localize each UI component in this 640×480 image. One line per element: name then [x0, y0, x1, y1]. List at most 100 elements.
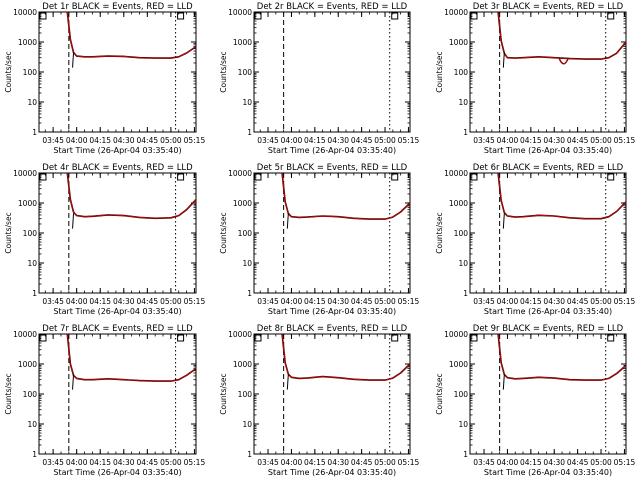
plot-frame — [38, 333, 197, 455]
y-tick-label: 1 — [247, 450, 252, 459]
x-tick-label: 04:15 — [520, 136, 542, 145]
y-tick-label: 1 — [32, 289, 37, 298]
y-tick-label: 10000 — [228, 330, 252, 339]
x-tick-label: 04:45 — [567, 297, 589, 306]
panel-title: Det 4r BLACK = Events, RED = LLD — [42, 163, 193, 173]
panel-title: Det 5r BLACK = Events, RED = LLD — [257, 163, 408, 173]
events-line — [281, 172, 411, 220]
y-tick-label: 10000 — [444, 330, 468, 339]
det-1r-panel: Det 1r BLACK = Events, RED = LLD 1 10 100 10… — [4, 2, 205, 155]
plot-frame — [253, 11, 411, 133]
plot-frame — [38, 172, 197, 294]
y-tick-label: 1 — [247, 289, 252, 298]
y-tick-label: 10000 — [444, 169, 468, 178]
events-line — [66, 333, 197, 382]
end-marker — [607, 173, 615, 181]
x-tick-label: 05:15 — [398, 136, 420, 145]
det-6r-panel: Det 6r BLACK = Events, RED = LLD 1 10 100 10… — [435, 163, 635, 316]
y-tick-label: 10 — [27, 98, 37, 107]
start-marker — [39, 334, 47, 342]
x-tick-label: 04:00 — [497, 297, 519, 306]
x-tick-label: 05:00 — [160, 136, 182, 145]
lld-line — [497, 172, 627, 220]
x-tick-label: 04:00 — [281, 458, 303, 467]
x-tick-label: 04:30 — [543, 136, 565, 145]
y-tick-label: 100 — [238, 68, 253, 77]
x-tick-label: 05:15 — [184, 297, 206, 306]
x-tick-label: 03:45 — [42, 458, 64, 467]
lld-dip — [558, 57, 569, 65]
lld-line — [281, 333, 411, 381]
x-tick-label: 04:00 — [66, 297, 88, 306]
y-tick-label: 10 — [458, 420, 468, 429]
events-dip-spike — [72, 52, 75, 68]
start-marker — [254, 173, 262, 181]
panel-title: Det 2r BLACK = Events, RED = LLD — [257, 2, 408, 12]
y-axis-label: Counts/sec — [4, 373, 13, 414]
x-tick-label: 05:15 — [184, 136, 206, 145]
events-dip-spike — [72, 374, 75, 390]
x-tick-label: 04:15 — [304, 297, 326, 306]
end-marker — [391, 12, 399, 20]
panel-title: Det 9r BLACK = Events, RED = LLD — [473, 324, 624, 334]
plot-frame — [469, 333, 627, 455]
x-tick-label: 04:30 — [327, 136, 349, 145]
y-tick-label: 1 — [463, 128, 468, 137]
x-tick-label: 05:00 — [590, 297, 612, 306]
plot-frame — [469, 11, 627, 133]
x-tick-label: 04:15 — [89, 297, 111, 306]
panel-title: Det 6r BLACK = Events, RED = LLD — [473, 163, 624, 173]
x-axis-label: Start Time (26-Apr-04 03:35:40) — [53, 307, 181, 316]
x-tick-label: 05:00 — [160, 458, 182, 467]
x-tick-label: 04:45 — [137, 297, 159, 306]
events-dip-spike — [286, 213, 289, 229]
x-tick-label: 04:30 — [543, 458, 565, 467]
plot-frame — [38, 11, 197, 133]
events-line — [281, 333, 411, 381]
x-tick-label: 05:15 — [398, 458, 420, 467]
panel-title: Det 1r BLACK = Events, RED = LLD — [42, 2, 193, 12]
det-8r-panel: Det 8r BLACK = Events, RED = LLD 1 10 100 10… — [219, 324, 419, 477]
y-tick-label: 1000 — [449, 199, 468, 208]
plot-frame — [253, 172, 411, 294]
det-3r-panel: Det 3r BLACK = Events, RED = LLD 1 10 100 10… — [435, 2, 635, 155]
events-line — [66, 11, 197, 59]
y-tick-label: 1 — [247, 128, 252, 137]
x-tick-label: 05:00 — [374, 297, 396, 306]
panel-title: Det 8r BLACK = Events, RED = LLD — [257, 324, 408, 334]
y-axis-label: Counts/sec — [435, 51, 444, 92]
x-axis-label: Start Time (26-Apr-04 03:35:40) — [268, 307, 396, 316]
y-tick-label: 100 — [23, 390, 38, 399]
x-tick-label: 03:45 — [257, 458, 279, 467]
events-line — [497, 333, 627, 381]
panel-title: Det 3r BLACK = Events, RED = LLD — [473, 2, 624, 12]
start-marker — [470, 173, 478, 181]
x-tick-label: 03:45 — [473, 136, 495, 145]
y-tick-label: 10 — [458, 98, 468, 107]
y-axis-label: Counts/sec — [219, 373, 228, 414]
end-marker — [177, 173, 185, 181]
x-tick-label: 05:15 — [184, 458, 206, 467]
lld-line — [66, 172, 197, 219]
det-2r-panel: Det 2r BLACK = Events, RED = LLD 1 10 100 10… — [219, 2, 419, 155]
end-marker — [607, 334, 615, 342]
y-tick-label: 10000 — [13, 8, 37, 17]
x-tick-label: 04:15 — [89, 458, 111, 467]
y-tick-label: 1000 — [449, 360, 468, 369]
y-tick-label: 1000 — [233, 38, 252, 47]
x-axis-label: Start Time (26-Apr-04 03:35:40) — [484, 307, 612, 316]
y-tick-label: 100 — [23, 229, 38, 238]
events-line — [497, 11, 627, 60]
y-tick-label: 10000 — [13, 330, 37, 339]
x-tick-label: 05:00 — [374, 458, 396, 467]
y-tick-label: 1 — [32, 450, 37, 459]
x-axis-label: Start Time (26-Apr-04 03:35:40) — [268, 468, 396, 477]
x-tick-label: 04:15 — [520, 297, 542, 306]
x-axis-label: Start Time (26-Apr-04 03:35:40) — [484, 146, 612, 155]
x-tick-label: 04:30 — [327, 297, 349, 306]
x-tick-label: 03:45 — [473, 297, 495, 306]
events-dip-spike — [502, 374, 505, 390]
det-5r-panel: Det 5r BLACK = Events, RED = LLD 1 10 100 10… — [219, 163, 419, 316]
x-tick-label: 04:45 — [137, 136, 159, 145]
